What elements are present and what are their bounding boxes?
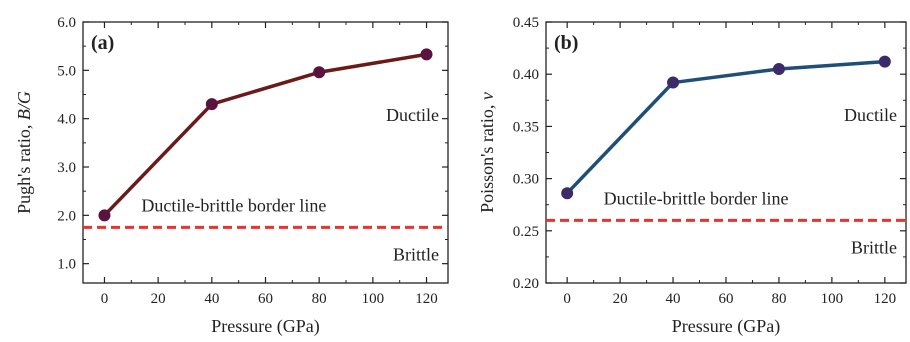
panel-b-xtick-label: 60 bbox=[719, 291, 734, 307]
panel-a-data-point bbox=[205, 98, 218, 111]
panel-b-data-point bbox=[878, 55, 891, 68]
panel-a-brittle-label: Brittle bbox=[393, 244, 439, 264]
panel-a-series-line bbox=[103, 52, 427, 217]
panel-b-ytick-label: 0.30 bbox=[513, 172, 539, 188]
panel-a-xtick-label: 40 bbox=[204, 291, 219, 307]
panel-a-xtick-label: 0 bbox=[101, 291, 109, 307]
panel-b-chart: 0 20 40 60 80 100 120 0.20 0.25 0.30 0.35 0.40 0.45 P… bbox=[477, 15, 907, 337]
panel-b-xtick-label: 40 bbox=[666, 291, 681, 307]
panel-a-y-axis-label: Pugh's ratio, B/G bbox=[14, 91, 34, 214]
panel-b-ytick-label: 0.45 bbox=[513, 15, 539, 31]
panel-b-brittle-label: Brittle bbox=[851, 237, 897, 257]
panel-b-y-axis-label-text: Poisson's ratio, bbox=[477, 100, 497, 213]
panel-a-y-axis-label-variable: B/G bbox=[14, 91, 34, 120]
panel-a-xtick-label: 120 bbox=[415, 291, 438, 307]
panel-a-ytick-label: 1.0 bbox=[57, 257, 76, 273]
panel-b-xtick-label: 0 bbox=[563, 291, 571, 307]
panel-b-xtick-label: 100 bbox=[821, 291, 844, 307]
panel-a-data-point bbox=[420, 48, 433, 61]
panel-a-border-line-label: Ductile-brittle border line bbox=[141, 195, 326, 215]
panel-b-y-axis-label: Poisson's ratio, ν bbox=[477, 92, 497, 213]
panel-b-y-axis-label-variable: ν bbox=[477, 92, 497, 100]
panel-a-panel-label: (a) bbox=[91, 32, 114, 54]
panel-a-xtick-label: 80 bbox=[312, 291, 327, 307]
panel-b-data-point bbox=[772, 62, 785, 75]
panel-b-xtick-label: 20 bbox=[613, 291, 628, 307]
panel-a-xtick-label: 100 bbox=[362, 291, 385, 307]
panel-a-xtick-label: 20 bbox=[151, 291, 166, 307]
panel-b-x-axis-label: Pressure (GPa) bbox=[672, 316, 780, 337]
panel-b-panel-label: (b) bbox=[554, 32, 578, 54]
panel-a-y-axis-label-text: Pugh's ratio, bbox=[14, 120, 34, 214]
panel-b-xtick-label: 80 bbox=[771, 291, 786, 307]
panel-a-chart: 0 20 40 60 80 100 120 1.0 2.0 3.0 4.0 5.0 6.0 Pressur… bbox=[14, 15, 449, 337]
panel-b-ytick-label: 0.25 bbox=[513, 224, 539, 240]
panel-a-ytick-label: 6.0 bbox=[57, 15, 76, 31]
panel-a-ytick-label: 3.0 bbox=[57, 160, 76, 176]
panel-b-ductile-label: Ductile bbox=[844, 105, 897, 125]
panel-b-ytick-label: 0.20 bbox=[513, 276, 539, 292]
panel-b-series-line bbox=[565, 59, 885, 195]
panel-b-data-point bbox=[561, 187, 574, 200]
panel-b-ytick-label: 0.35 bbox=[513, 119, 539, 135]
panel-b-data-point bbox=[667, 76, 680, 89]
panel-a-ytick-label: 2.0 bbox=[57, 208, 76, 224]
panel-a-x-axis-label: Pressure (GPa) bbox=[211, 316, 319, 337]
panel-a-ytick-label: 5.0 bbox=[57, 63, 76, 79]
panel-a-ytick-label: 4.0 bbox=[57, 112, 76, 128]
panel-b-ytick-label: 0.40 bbox=[513, 67, 539, 83]
panel-a-data-point bbox=[98, 209, 111, 222]
panel-b-border-line-label: Ductile-brittle border line bbox=[604, 188, 789, 208]
panel-a-xtick-label: 60 bbox=[258, 291, 273, 307]
panel-a-data-point bbox=[313, 66, 326, 79]
panel-b-xtick-label: 120 bbox=[874, 291, 897, 307]
panel-a-ductile-label: Ductile bbox=[386, 105, 439, 125]
